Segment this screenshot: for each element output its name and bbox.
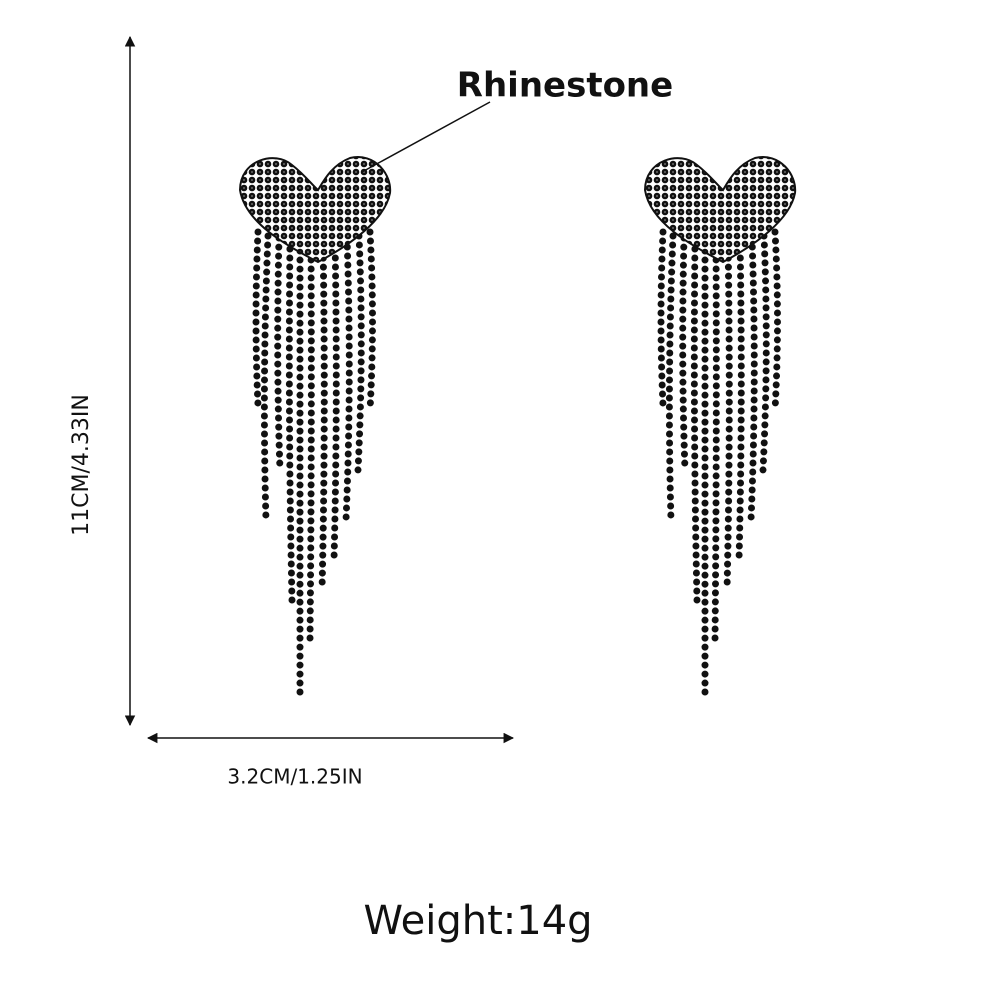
earring-left [240,157,390,695]
height-label: 11CM/4.33IN [69,394,94,536]
material-label: Rhinestone [457,66,673,106]
weight-label: Weight:14g [363,898,592,944]
width-label: 3.2CM/1.25IN [227,765,362,789]
leader-line [361,101,491,173]
earring-right [645,157,795,695]
